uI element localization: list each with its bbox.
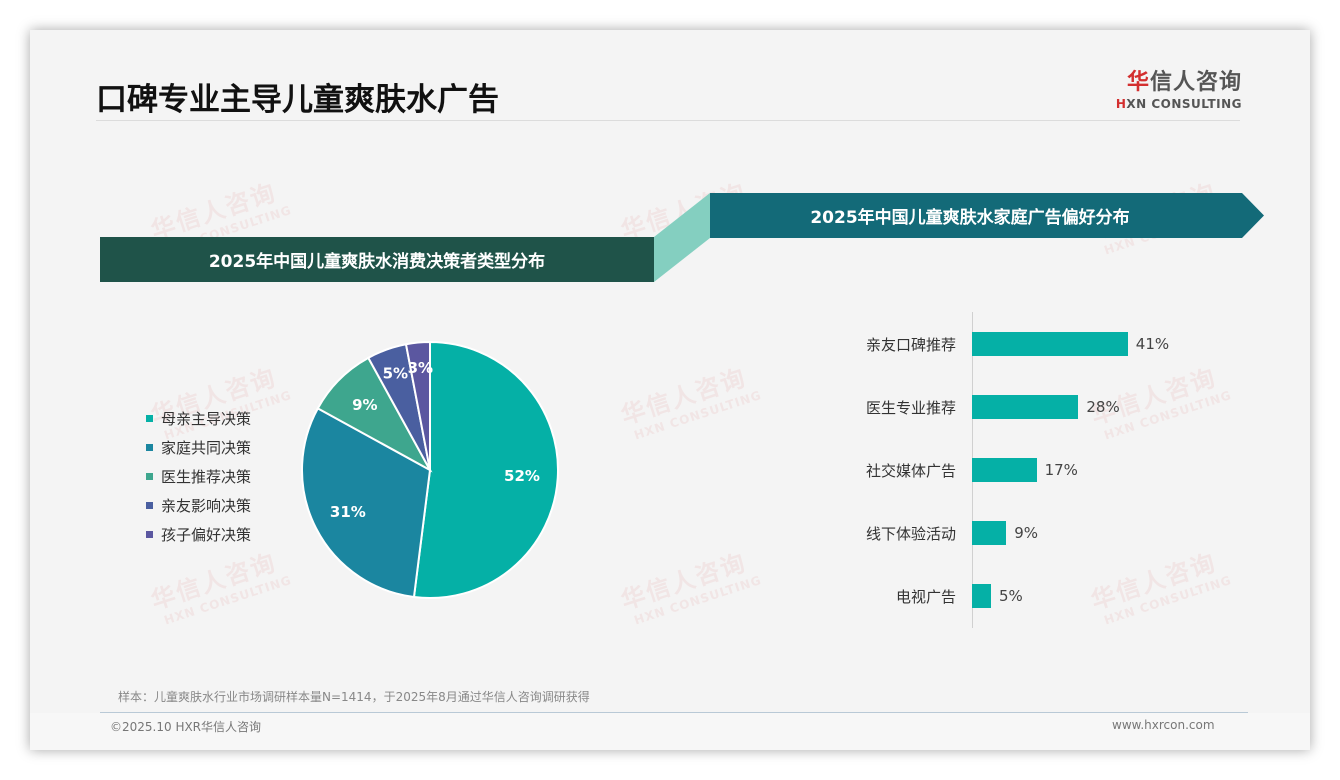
bar-row: 亲友口碑推荐 41% — [830, 332, 1169, 356]
pie-legend: 母亲主导决策 家庭共同决策 医生推荐决策 亲友影响决策 孩子偏好决策 — [146, 404, 251, 549]
bar-row: 社交媒体广告 17% — [830, 458, 1078, 482]
legend-swatch — [146, 502, 153, 509]
bar-value-label: 41% — [1135, 335, 1170, 353]
pie-slice — [301, 406, 432, 599]
banner-connector-shape — [654, 193, 710, 282]
left-chart-title: 2025年中国儿童爽肤水消费决策者类型分布 — [208, 252, 546, 272]
bar — [972, 395, 1079, 419]
pie-slice-label: 5% — [383, 365, 408, 383]
pie-slice — [412, 340, 559, 599]
legend-item: 孩子偏好决策 — [146, 520, 251, 549]
copyright: ©2025.10 HXR华信人咨询 — [110, 720, 262, 734]
arrow-banner-shape — [710, 193, 1264, 238]
bar-row: 线下体验活动 9% — [830, 521, 1038, 545]
pie-chart: 52% 31% 9% 5% 3% — [301, 340, 559, 599]
right-chart-title: 2025年中国儿童爽肤水家庭广告偏好分布 — [810, 208, 1130, 228]
pie-slice-label: 3% — [408, 359, 433, 377]
left-chart-banner: 2025年中国儿童爽肤水消费决策者类型分布 — [100, 237, 654, 282]
bar-category-label: 医生专业推荐 — [865, 398, 956, 417]
pie-slice-label: 52% — [504, 467, 540, 485]
legend-swatch — [146, 473, 153, 480]
bar-category-label: 社交媒体广告 — [865, 461, 956, 480]
pie-slice-label: 9% — [352, 396, 377, 414]
bar — [972, 332, 1128, 356]
page-title: 口碑专业主导儿童爽肤水广告 — [96, 82, 499, 118]
bar-chart: 亲友口碑推荐 41% 医生专业推荐 28% 社交媒体广告 17% 线下体验活动 9% 电视广告 5… — [830, 310, 1250, 630]
bar — [972, 521, 1007, 545]
legend-swatch — [146, 444, 153, 451]
right-chart-banner: 2025年中国儿童爽肤水家庭广告偏好分布 — [710, 193, 1264, 238]
legend-item: 亲友影响决策 — [146, 491, 251, 520]
bar-value-label: 9% — [1014, 524, 1038, 542]
logo-en: HXN CONSULTING — [1115, 97, 1242, 111]
bar-value-label: 5% — [999, 587, 1023, 605]
legend-item: 医生推荐决策 — [146, 462, 251, 491]
footer-divider — [100, 712, 1248, 713]
footer-band — [30, 713, 1310, 750]
bar-value-label: 17% — [1044, 461, 1078, 479]
legend-swatch — [146, 415, 153, 422]
pie-slice — [404, 340, 431, 471]
bar-row: 医生专业推荐 28% — [830, 395, 1120, 419]
logo-cn: 华信人咨询 — [1126, 70, 1242, 95]
slide: 口碑专业主导儿童爽肤水广告 华信人咨询 HXN CONSULTING 华信人咨询… — [30, 30, 1310, 750]
website-link[interactable]: www.hxrcon.com — [1112, 718, 1215, 732]
bar-value-label: 28% — [1086, 398, 1120, 416]
bar-category-label: 电视广告 — [895, 587, 956, 606]
bar-category-label: 线下体验活动 — [865, 524, 956, 543]
brand-logo: 华信人咨询 HXN CONSULTING — [1112, 64, 1242, 111]
legend-item: 家庭共同决策 — [146, 433, 251, 462]
bar — [972, 584, 991, 608]
legend-item: 母亲主导决策 — [146, 404, 251, 433]
bar — [972, 458, 1037, 482]
bar-row: 电视广告 5% — [830, 584, 1023, 608]
legend-swatch — [146, 531, 153, 538]
title-divider — [96, 120, 1240, 121]
bar-category-label: 亲友口碑推荐 — [865, 335, 956, 354]
sample-note: 样本：儿童爽肤水行业市场调研样本量N=1414，于2025年8月通过华信人咨询调… — [118, 690, 590, 704]
pie-slice-label: 31% — [330, 503, 366, 521]
